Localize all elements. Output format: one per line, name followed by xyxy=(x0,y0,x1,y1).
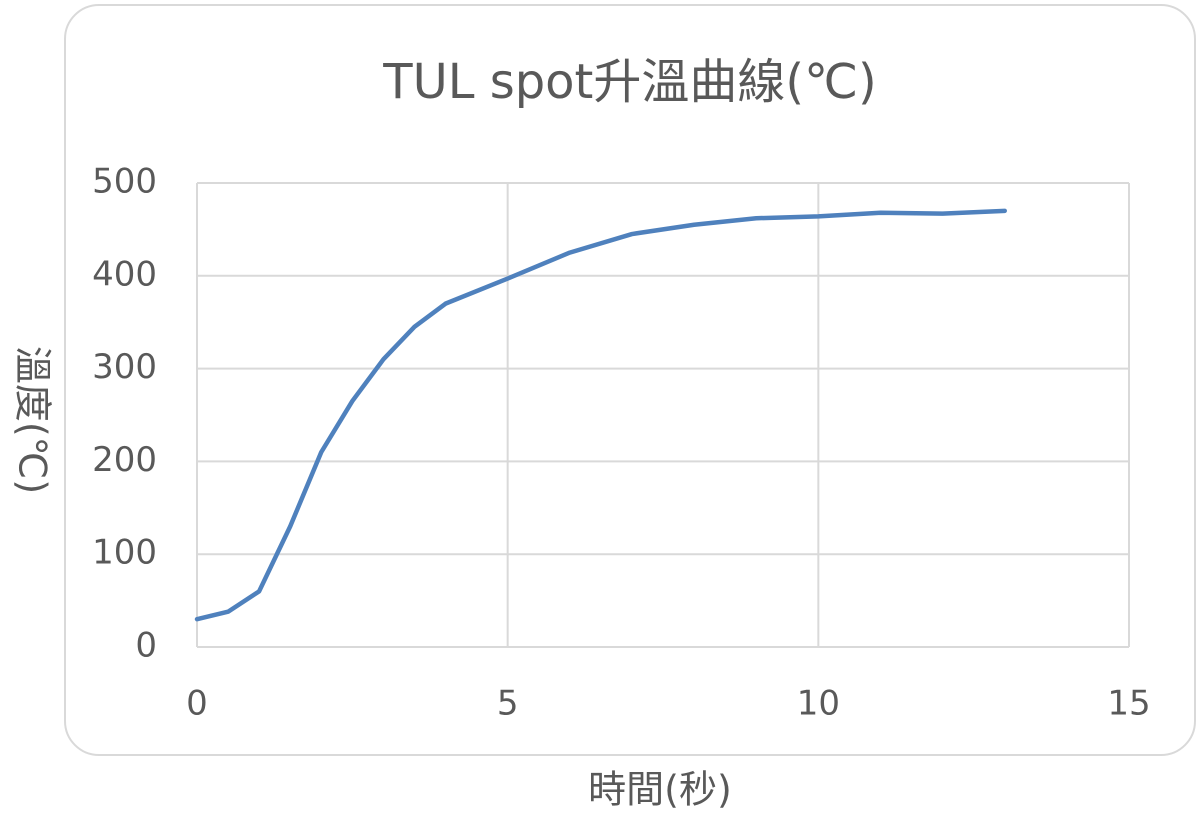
x-axis-title: 時間(秒) xyxy=(588,768,732,812)
x-tick-label: 0 xyxy=(186,684,208,724)
y-tick-label: 0 xyxy=(135,626,157,666)
chart-frame xyxy=(64,4,1196,756)
y-tick-label: 100 xyxy=(92,533,157,573)
x-tick-label: 10 xyxy=(797,684,840,724)
chart-title: TUL spot升溫曲線(℃) xyxy=(382,54,876,110)
data-line xyxy=(194,208,1007,622)
y-tick-label: 400 xyxy=(92,254,157,294)
x-tick-label: 5 xyxy=(497,684,519,724)
y-tick-label: 300 xyxy=(92,347,157,387)
y-axis-title: 溫度(℃) xyxy=(11,346,55,494)
y-tick-label: 500 xyxy=(92,162,157,202)
y-tick-label: 200 xyxy=(92,440,157,480)
x-tick-label: 15 xyxy=(1107,684,1150,724)
